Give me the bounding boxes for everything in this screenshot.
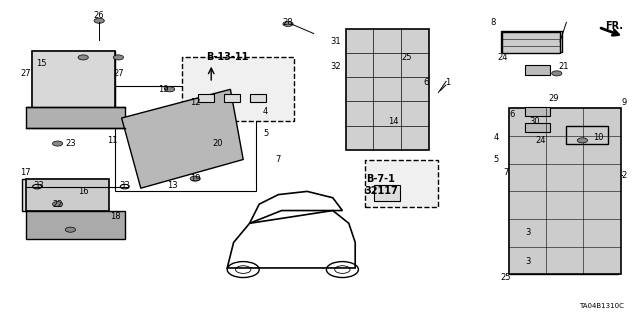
Text: 29: 29 bbox=[548, 94, 559, 103]
Text: 4: 4 bbox=[263, 107, 268, 116]
Circle shape bbox=[78, 55, 88, 60]
Bar bbox=[32, 51, 115, 108]
Text: 5: 5 bbox=[493, 155, 499, 164]
Text: 24: 24 bbox=[497, 53, 508, 62]
Text: 13: 13 bbox=[168, 181, 178, 189]
Text: 14: 14 bbox=[388, 117, 399, 126]
Text: 6: 6 bbox=[423, 78, 428, 87]
Circle shape bbox=[52, 202, 63, 207]
Circle shape bbox=[164, 87, 175, 92]
Text: 30: 30 bbox=[529, 117, 540, 126]
Bar bbox=[26, 107, 125, 128]
Text: 32: 32 bbox=[331, 63, 341, 71]
Text: 3: 3 bbox=[525, 228, 531, 237]
Text: 7: 7 bbox=[503, 168, 508, 177]
Circle shape bbox=[577, 138, 588, 143]
Bar bbox=[374, 185, 400, 201]
Bar bbox=[182, 57, 294, 121]
Text: 5: 5 bbox=[263, 130, 268, 138]
Text: 19: 19 bbox=[158, 85, 168, 94]
Bar bbox=[502, 32, 560, 53]
Bar bbox=[525, 123, 550, 132]
Text: 25: 25 bbox=[401, 53, 412, 62]
Bar bbox=[198, 94, 214, 102]
Circle shape bbox=[65, 227, 76, 232]
Text: 31: 31 bbox=[331, 37, 341, 46]
Bar bbox=[566, 126, 608, 144]
Bar bbox=[224, 94, 240, 102]
Text: 33: 33 bbox=[120, 181, 130, 189]
Text: 33: 33 bbox=[33, 181, 44, 189]
Bar bbox=[115, 86, 256, 191]
Text: TA04B1310C: TA04B1310C bbox=[579, 303, 624, 309]
Circle shape bbox=[552, 71, 562, 76]
Text: 2: 2 bbox=[621, 171, 627, 180]
Text: 3: 3 bbox=[525, 257, 531, 266]
Bar bbox=[509, 108, 621, 274]
Bar bbox=[525, 107, 550, 116]
Bar bbox=[346, 29, 429, 150]
Circle shape bbox=[94, 18, 104, 23]
Bar bbox=[500, 31, 562, 52]
Text: FR.: FR. bbox=[605, 21, 623, 31]
Text: B-13-11: B-13-11 bbox=[206, 52, 248, 63]
Text: 27: 27 bbox=[20, 69, 31, 78]
Text: 6: 6 bbox=[509, 110, 515, 119]
Text: 12: 12 bbox=[190, 98, 200, 107]
Text: 7: 7 bbox=[276, 155, 281, 164]
Text: 4: 4 bbox=[493, 133, 499, 142]
Text: 8: 8 bbox=[490, 18, 495, 27]
Bar bbox=[365, 160, 438, 207]
Text: 27: 27 bbox=[113, 69, 124, 78]
Text: 20: 20 bbox=[212, 139, 223, 148]
Text: 9: 9 bbox=[621, 98, 627, 107]
Text: 21: 21 bbox=[558, 63, 568, 71]
Text: 16: 16 bbox=[78, 187, 88, 196]
Text: 10: 10 bbox=[593, 133, 604, 142]
Bar bbox=[22, 179, 106, 211]
Bar bbox=[509, 108, 618, 274]
Bar bbox=[32, 51, 115, 108]
Circle shape bbox=[52, 141, 63, 146]
Text: 22: 22 bbox=[52, 200, 63, 209]
Bar bbox=[250, 94, 266, 102]
Text: 28: 28 bbox=[283, 18, 293, 27]
Text: 23: 23 bbox=[65, 139, 76, 148]
Text: 24: 24 bbox=[536, 136, 546, 145]
Polygon shape bbox=[122, 89, 243, 188]
Text: 1: 1 bbox=[445, 78, 451, 87]
Bar bbox=[525, 65, 550, 75]
Text: 25: 25 bbox=[500, 273, 511, 282]
Text: 17: 17 bbox=[20, 168, 31, 177]
Bar bbox=[26, 211, 125, 239]
Circle shape bbox=[283, 21, 293, 26]
Circle shape bbox=[190, 176, 200, 181]
Text: B-7-1
32117: B-7-1 32117 bbox=[364, 174, 397, 196]
Text: 18: 18 bbox=[110, 212, 120, 221]
Bar bbox=[26, 179, 109, 211]
Text: 26: 26 bbox=[94, 11, 104, 20]
Text: 11: 11 bbox=[107, 136, 117, 145]
Circle shape bbox=[113, 55, 124, 60]
Text: 19: 19 bbox=[190, 174, 200, 183]
Text: 15: 15 bbox=[36, 59, 47, 68]
